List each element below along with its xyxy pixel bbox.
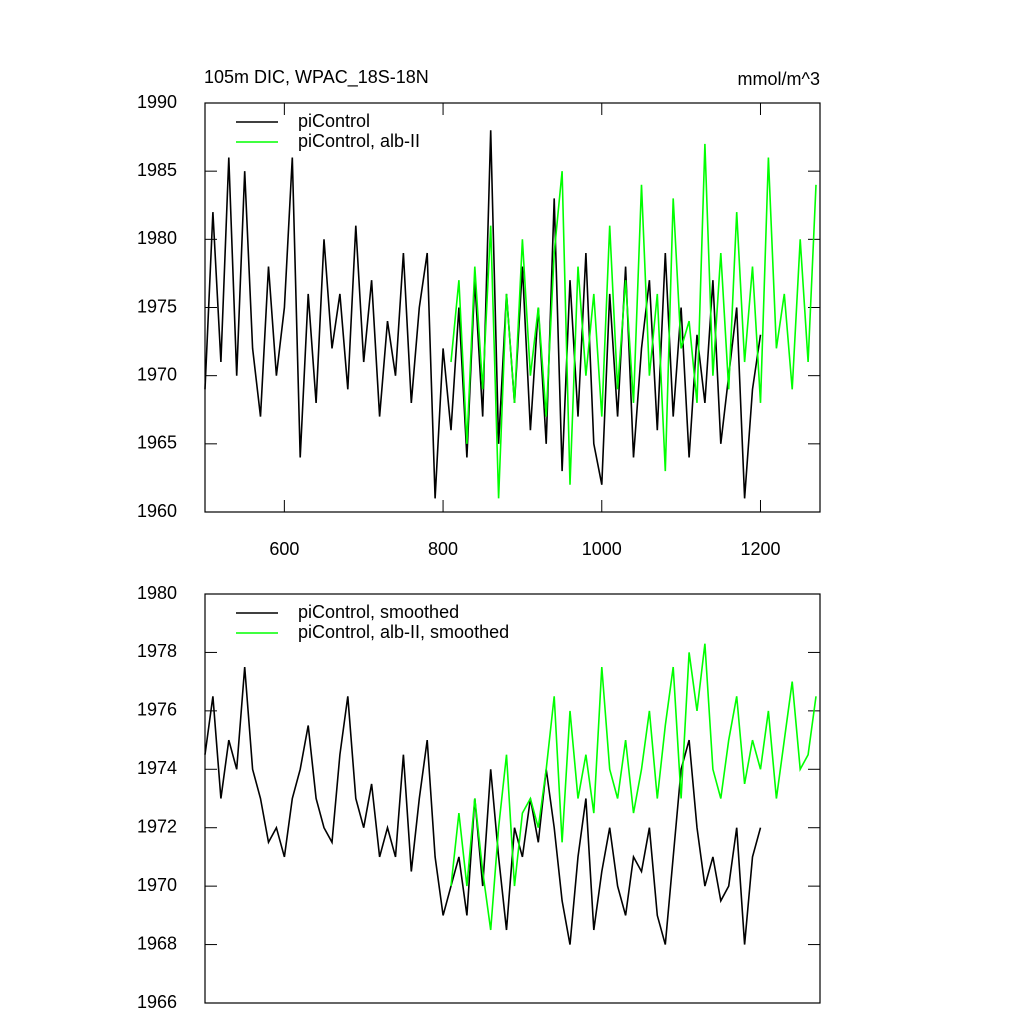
series-line [450, 643, 817, 931]
series-line [204, 130, 762, 499]
y-tick-label: 1970 [137, 364, 177, 384]
y-tick-label: 1985 [137, 160, 177, 180]
y-tick-label: 1978 [137, 641, 177, 661]
y-tick-label: 1960 [137, 501, 177, 521]
units-label: mmol/m^3 [738, 69, 820, 89]
x-tick-label: 600 [269, 539, 299, 559]
series-line [204, 666, 762, 945]
plot-frame [204, 102, 821, 513]
x-tick-label: 1200 [740, 539, 780, 559]
legend-label: piControl [298, 111, 370, 131]
series-line [450, 143, 817, 499]
y-tick-label: 1970 [137, 875, 177, 895]
y-tick-label: 1968 [137, 933, 177, 953]
y-tick-label: 1965 [137, 433, 177, 453]
legend-label: piControl, alb-II [298, 131, 420, 151]
x-tick-label: 1000 [582, 539, 622, 559]
chart-title: 105m DIC, WPAC_18S-18N [204, 67, 429, 88]
plot-frame [204, 593, 821, 1004]
y-tick-label: 1980 [137, 228, 177, 248]
x-tick-label: 800 [428, 539, 458, 559]
legend-label: piControl, alb-II, smoothed [298, 622, 509, 642]
y-tick-label: 1980 [137, 583, 177, 603]
y-tick-label: 1975 [137, 296, 177, 316]
y-tick-label: 1972 [137, 816, 177, 836]
y-tick-label: 1990 [137, 92, 177, 112]
y-tick-label: 1976 [137, 700, 177, 720]
legend-label: piControl, smoothed [298, 602, 459, 622]
y-tick-label: 1966 [137, 992, 177, 1012]
y-tick-label: 1974 [137, 758, 177, 778]
